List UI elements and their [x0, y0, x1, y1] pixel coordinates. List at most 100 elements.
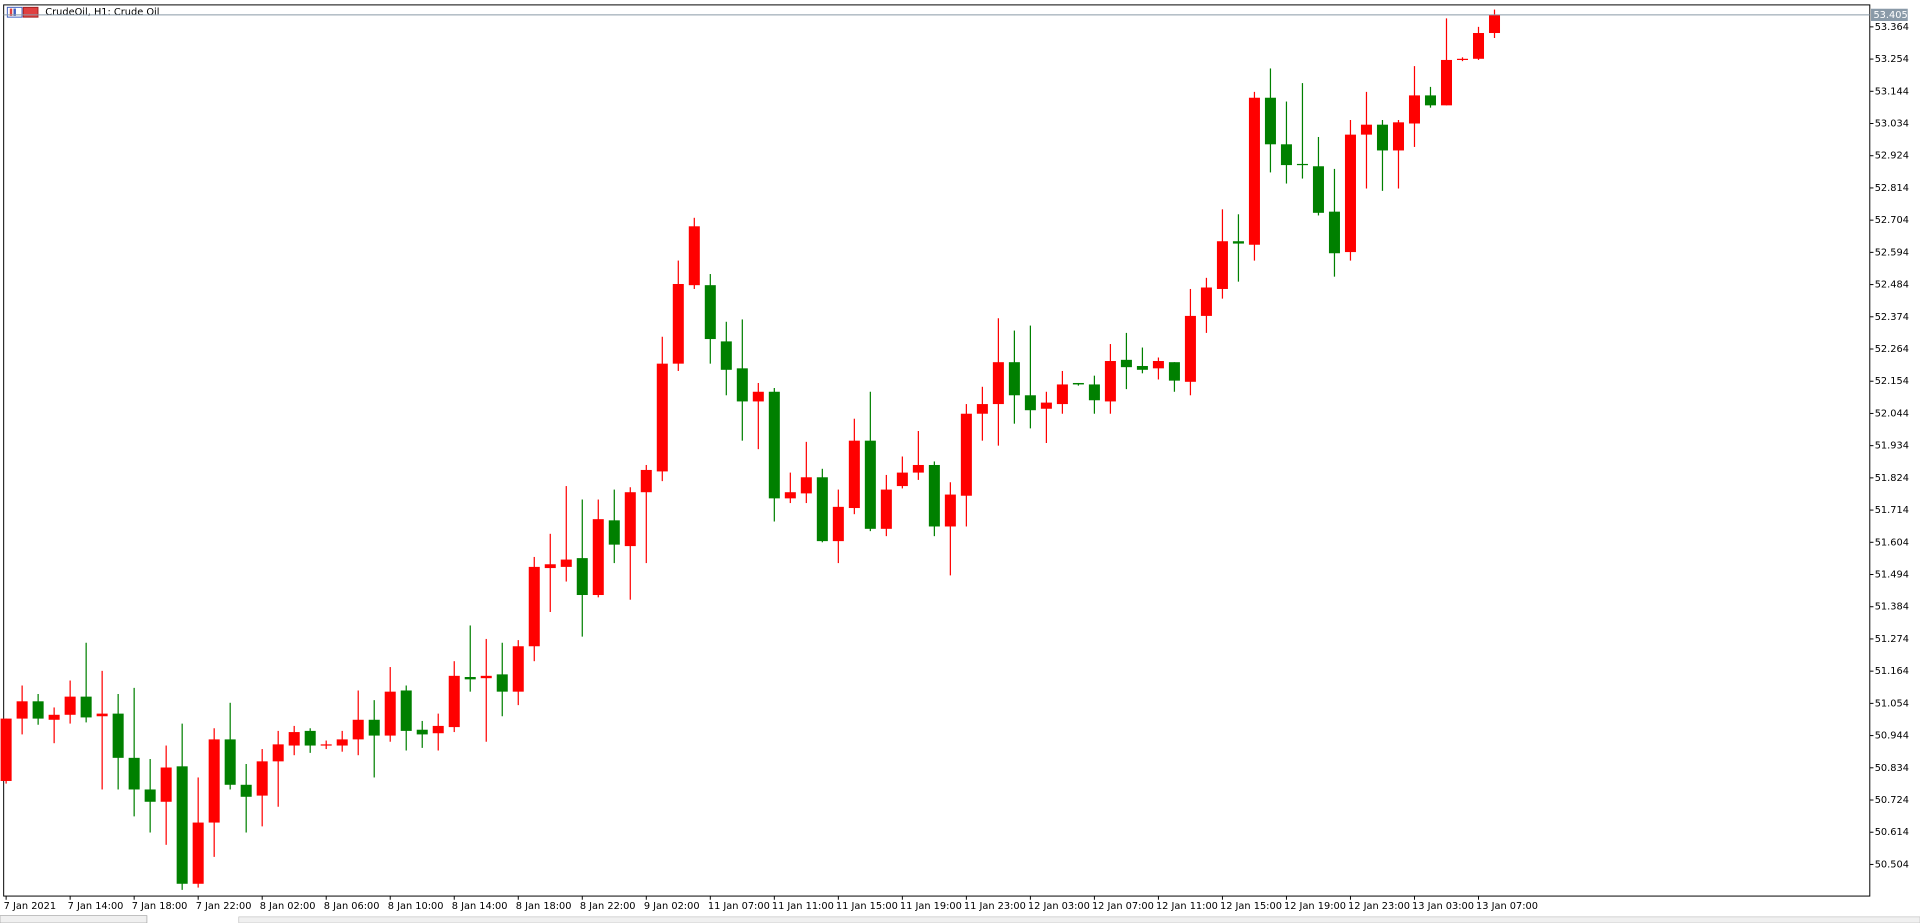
candle-body	[752, 391, 764, 402]
candle-body	[528, 566, 540, 647]
candle-body	[288, 732, 300, 746]
candle-body	[1168, 362, 1180, 381]
scrollbar[interactable]	[238, 916, 1920, 923]
candle-body	[416, 729, 428, 735]
candle-body	[704, 285, 716, 340]
candle-body	[496, 674, 508, 692]
candle-body	[960, 413, 972, 496]
candle-body	[1216, 241, 1228, 289]
candle-body	[1056, 384, 1068, 405]
y-tick-label: 50.504	[1875, 859, 1909, 870]
x-tick-label: 8 Jan 18:00	[516, 901, 572, 912]
x-tick-label: 11 Jan 11:00	[772, 901, 834, 912]
candle-body	[160, 767, 172, 802]
candle-body	[208, 739, 220, 823]
candle-body	[1184, 315, 1196, 382]
x-tick-label: 11 Jan 15:00	[836, 901, 898, 912]
x-tick-label: 7 Jan 22:00	[196, 901, 252, 912]
candle-body	[944, 494, 956, 527]
candle-body	[1152, 361, 1164, 369]
candle-body	[992, 362, 1004, 405]
x-tick-label: 7 Jan 14:00	[68, 901, 124, 912]
x-tick-label: 11 Jan 23:00	[964, 901, 1026, 912]
candle-body	[608, 520, 620, 545]
candle-body	[656, 363, 668, 472]
y-tick-label: 51.274	[1875, 634, 1909, 645]
y-tick-label: 53.144	[1875, 86, 1909, 97]
x-tick-label: 12 Jan 03:00	[1028, 901, 1090, 912]
candle-body	[256, 761, 268, 796]
candle-body	[304, 730, 316, 746]
candle-body	[352, 719, 364, 740]
y-tick-label: 53.254	[1875, 54, 1909, 65]
candle-body	[368, 719, 380, 736]
candle-body	[624, 492, 636, 547]
candle-body	[240, 784, 252, 797]
candle-body	[640, 469, 652, 493]
candle-body	[896, 472, 908, 487]
candle-body	[768, 391, 780, 499]
candle-body	[560, 559, 572, 567]
candle-body	[1248, 97, 1260, 245]
x-tick-label: 8 Jan 14:00	[452, 901, 508, 912]
candle-body	[1344, 134, 1356, 253]
candle-body	[1280, 144, 1292, 166]
y-tick-label: 50.944	[1875, 731, 1909, 742]
candle-body	[1392, 122, 1404, 151]
tab-strip[interactable]	[0, 915, 148, 923]
candle-body	[1232, 241, 1244, 244]
candle-body	[1408, 95, 1420, 124]
candle-body	[1104, 361, 1116, 402]
y-tick-label: 52.924	[1875, 151, 1909, 162]
candle-body	[336, 739, 348, 746]
current-price-label: 53.405	[1873, 10, 1907, 21]
x-tick-label: 7 Jan 18:00	[132, 901, 188, 912]
y-tick-label: 50.724	[1875, 795, 1909, 806]
candle-body	[448, 675, 460, 728]
candle-body	[576, 558, 588, 596]
y-tick-label: 51.934	[1875, 441, 1909, 452]
x-tick-label: 9 Jan 02:00	[644, 901, 700, 912]
candle-body	[1440, 59, 1452, 106]
x-tick-label: 13 Jan 03:00	[1412, 901, 1474, 912]
candle-body	[1088, 384, 1100, 401]
candle-body	[1008, 362, 1020, 396]
current-price-box	[1871, 8, 1908, 21]
candle-body	[1376, 124, 1388, 151]
x-tick-label: 8 Jan 10:00	[388, 901, 444, 912]
candle-body	[832, 506, 844, 542]
candle-body	[176, 766, 188, 884]
x-tick-label: 7 Jan 2021	[4, 901, 56, 912]
x-tick-label: 8 Jan 22:00	[580, 901, 636, 912]
candle-body	[80, 696, 92, 718]
x-tick-label: 11 Jan 07:00	[708, 901, 770, 912]
candle-body	[736, 368, 748, 402]
candle-body	[432, 725, 444, 734]
candle-body	[224, 739, 236, 785]
x-tick-label: 12 Jan 23:00	[1348, 901, 1410, 912]
y-tick-label: 52.044	[1875, 408, 1909, 419]
candle-body	[64, 696, 76, 715]
y-tick-label: 51.384	[1875, 602, 1909, 613]
candle-body	[1328, 211, 1340, 254]
candle-body	[672, 283, 684, 364]
plot-frame	[3, 4, 1871, 897]
y-tick-label: 51.714	[1875, 505, 1909, 516]
candle-body	[1360, 124, 1372, 135]
x-tick-label: 13 Jan 07:00	[1476, 901, 1538, 912]
candle-body	[800, 477, 812, 494]
candle-body	[400, 690, 412, 731]
candle-body	[128, 757, 140, 790]
candle-body	[480, 675, 492, 679]
candle-body	[0, 718, 12, 781]
candle-body	[928, 464, 940, 527]
y-tick-label: 51.494	[1875, 570, 1909, 581]
candle-body	[48, 714, 60, 720]
candle-body	[1456, 58, 1469, 61]
candle-body	[112, 713, 124, 758]
candle-body	[1072, 382, 1084, 385]
candle-body	[1024, 395, 1036, 411]
y-tick-label: 51.054	[1875, 698, 1909, 709]
